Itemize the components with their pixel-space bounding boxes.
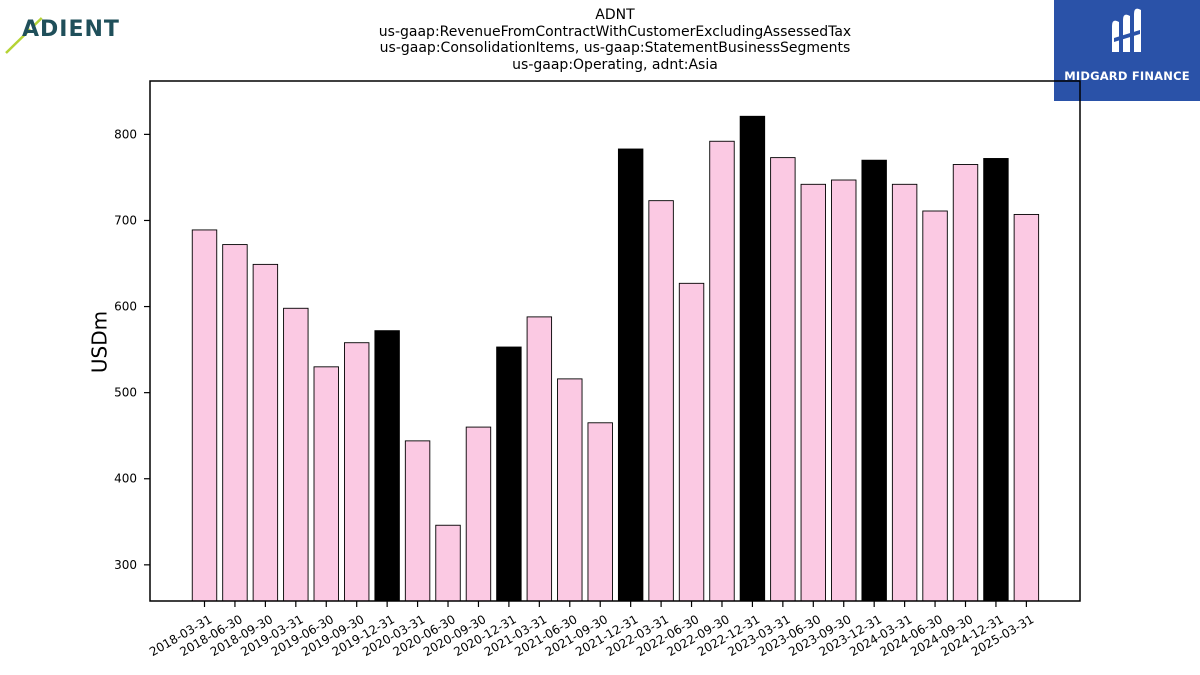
adient-logo-accent-stroke (5, 5, 55, 54)
bar-2023-12-31 (861, 159, 887, 602)
bar-2022-06-30 (678, 282, 705, 602)
chart-title-line-4: us-gaap:Operating, adnt:Asia (512, 56, 718, 73)
bar-2023-06-30 (800, 183, 826, 602)
bar-group (191, 115, 1040, 602)
midgard-mark-icon (1112, 8, 1141, 53)
adient-logo-text: ADIENT (22, 17, 120, 42)
y-tick-label: 400 (114, 472, 137, 486)
bar-2023-09-30 (831, 179, 857, 602)
chart-title-line-2: us-gaap:RevenueFromContractWithCustomerE… (378, 23, 852, 40)
midgard-logo-text: MIDGARD FINANCE (1064, 69, 1190, 83)
chart-title-line-1: ADNT (595, 7, 635, 23)
y-axis: 300 400 500 600 700 800 (114, 127, 150, 572)
bar-2021-03-31 (526, 316, 553, 602)
bar-2022-03-31 (648, 200, 674, 602)
y-tick-label: 500 (114, 386, 137, 400)
bar-2020-06-30 (435, 524, 461, 602)
bar-2021-12-31 (617, 148, 644, 602)
chart-title: ADNT us-gaap:RevenueFromContractWithCust… (300, 7, 930, 73)
midgard-finance-logo: MIDGARD FINANCE (1054, 0, 1200, 101)
bar-2020-03-31 (404, 440, 431, 602)
bar-2023-03-31 (770, 157, 796, 602)
y-tick-label: 700 (114, 213, 137, 227)
bar-2024-09-30 (952, 164, 979, 602)
adient-logo (5, 5, 55, 54)
bar-2022-12-31 (739, 115, 766, 602)
chart-title-line-3: us-gaap:ConsolidationItems, us-gaap:Stat… (379, 40, 851, 56)
bar-2018-06-30 (222, 244, 248, 602)
bar-2019-09-30 (344, 342, 370, 602)
y-axis-label: USDm (88, 311, 112, 373)
bar-2020-12-31 (496, 346, 522, 602)
y-tick-label: 300 (114, 558, 137, 572)
bar-2019-12-31 (374, 330, 400, 602)
bar-2021-09-30 (587, 422, 613, 602)
bar-2019-03-31 (283, 307, 309, 602)
bar-2024-12-31 (983, 158, 1009, 602)
bar-2024-03-31 (891, 183, 918, 602)
y-tick-label: 800 (114, 127, 137, 141)
bar-2022-09-30 (709, 140, 735, 602)
bar-2019-06-30 (313, 366, 339, 602)
plot-frame (149, 80, 1081, 602)
bar-2025-03-31 (1013, 213, 1040, 602)
bar-2024-06-30 (922, 210, 948, 602)
bar-2020-09-30 (465, 426, 492, 602)
bar-2021-06-30 (557, 378, 583, 602)
bar-2018-03-31 (191, 229, 218, 602)
bar-2018-09-30 (252, 263, 279, 602)
x-axis: 2018-03-312018-06-302018-09-302019-03-31… (147, 601, 1036, 659)
y-tick-label: 600 (114, 300, 137, 314)
